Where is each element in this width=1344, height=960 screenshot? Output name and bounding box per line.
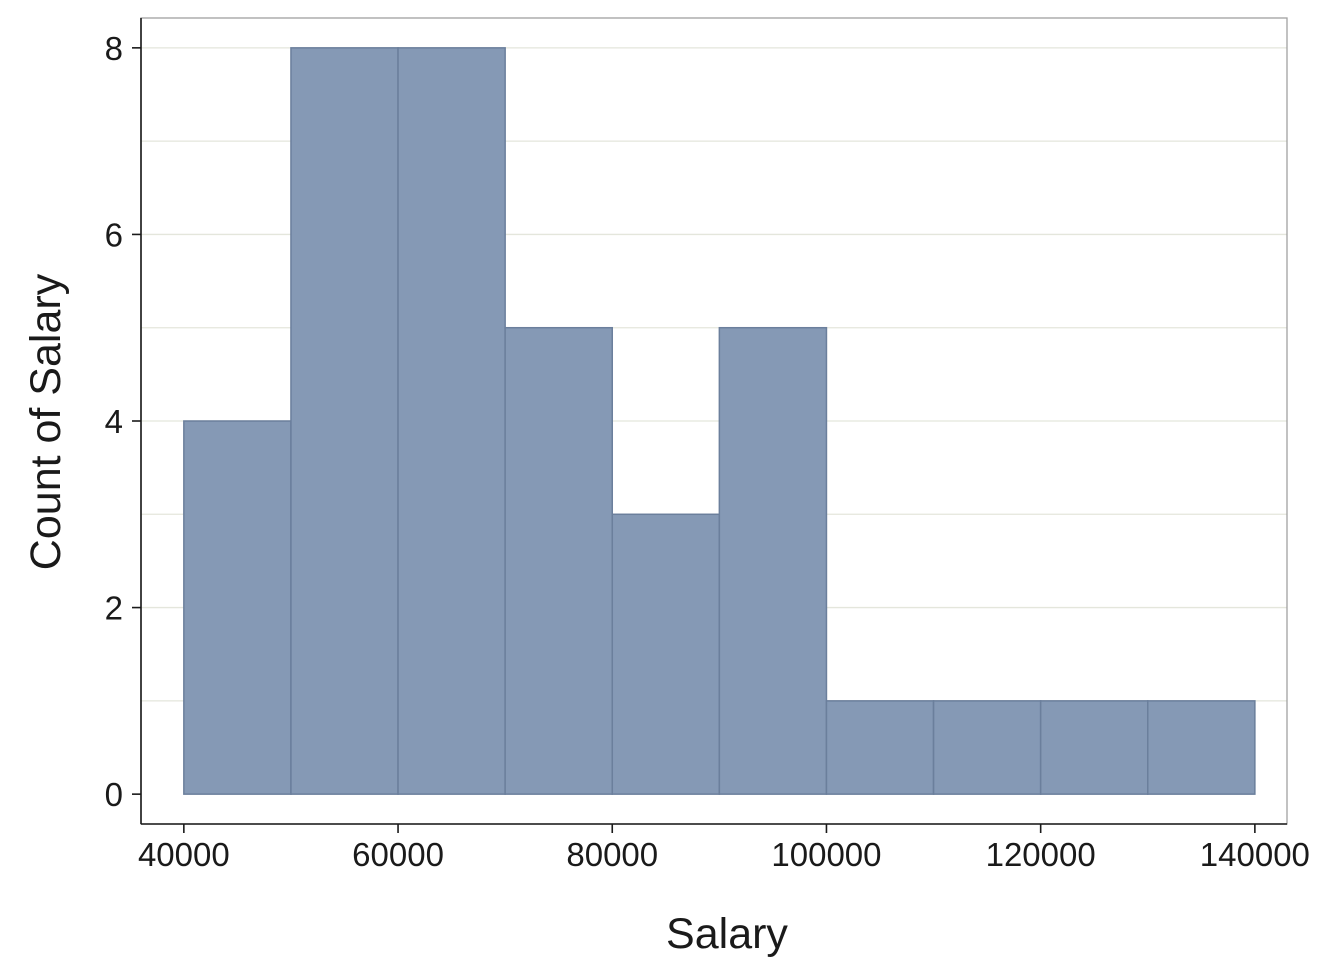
axis-layer: 0 2 4 6 8 40000 60000 80000 100000 120000 140000 xyxy=(105,17,1310,873)
y-tick-label: 0 xyxy=(105,776,123,813)
y-axis-title: Count of Salary xyxy=(22,273,70,570)
x-tick-label: 40000 xyxy=(138,836,230,873)
x-tick-label: 60000 xyxy=(352,836,444,873)
histogram-bar xyxy=(825,700,935,795)
histogram-bar xyxy=(397,47,506,795)
x-tick-label: 120000 xyxy=(986,836,1096,873)
y-tick-label: 4 xyxy=(105,403,123,440)
x-axis-title: Salary xyxy=(666,910,788,958)
histogram-bar xyxy=(290,47,399,795)
histogram-bar xyxy=(932,700,1042,795)
histogram-bar xyxy=(1039,700,1149,795)
histogram-bar xyxy=(1147,700,1256,795)
y-tick-label: 8 xyxy=(105,30,123,67)
y-tick-label: 6 xyxy=(105,216,123,253)
histogram-bar xyxy=(504,326,614,795)
histogram-bar xyxy=(611,513,721,795)
histogram-bar xyxy=(183,420,292,795)
bar-layer xyxy=(183,47,1256,795)
x-tick-label: 140000 xyxy=(1200,836,1310,873)
x-tick-label: 80000 xyxy=(566,836,658,873)
y-tick-label: 2 xyxy=(105,590,123,627)
histogram-bar xyxy=(718,326,828,795)
x-tick-label: 100000 xyxy=(771,836,881,873)
